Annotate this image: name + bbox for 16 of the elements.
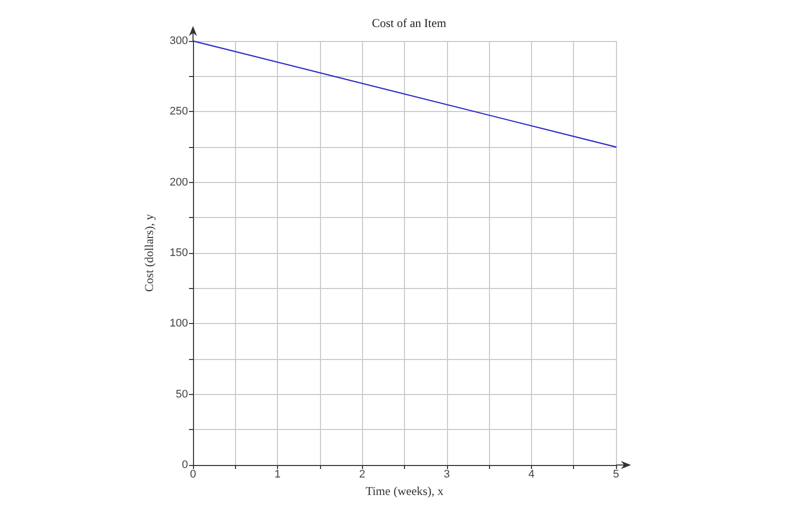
x-tick-label: 2 <box>359 468 366 480</box>
y-axis-title: Cost (dollars), y <box>142 214 156 292</box>
x-tick-label: 5 <box>612 468 620 480</box>
y-tick-label: 100 <box>170 318 188 330</box>
x-axis-title: Time (weeks), x <box>366 484 444 498</box>
x-tick-label: 4 <box>528 468 534 480</box>
y-tick-label: 150 <box>170 247 188 259</box>
chart-title: Cost of an Item <box>372 16 447 30</box>
y-tick-label: 0 <box>182 459 188 471</box>
x-tick-label: 3 <box>444 468 450 480</box>
y-tick-label: 250 <box>170 106 188 118</box>
y-tick-label: 300 <box>170 35 188 47</box>
x-tick-label: 1 <box>274 468 281 480</box>
y-tick-label: 200 <box>170 176 188 188</box>
y-tick-label: 50 <box>176 388 188 400</box>
x-tick-label: 0 <box>190 468 196 480</box>
